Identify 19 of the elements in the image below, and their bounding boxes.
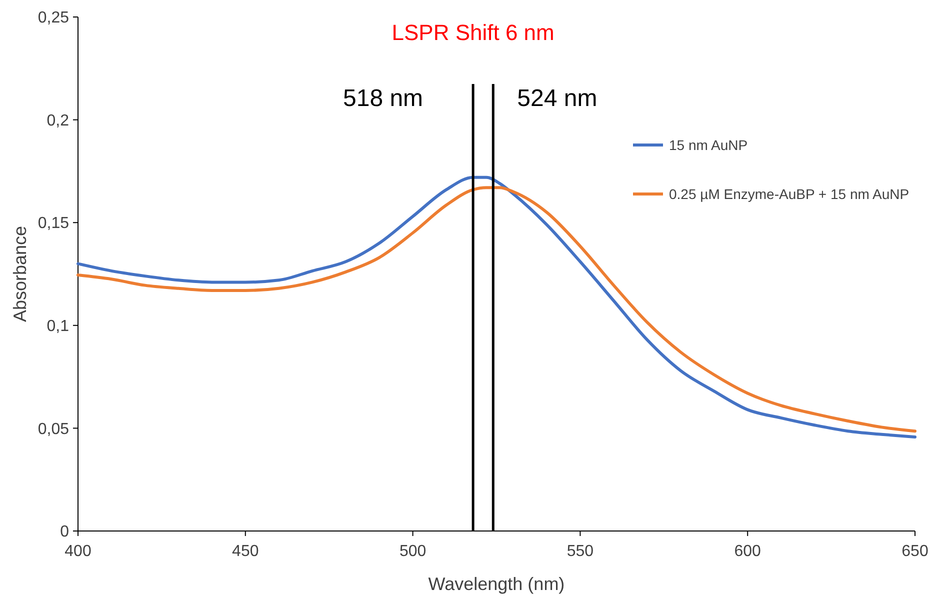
y-axis-title: Absorbance [10, 226, 30, 322]
x-tick-label: 500 [399, 543, 426, 560]
x-tick-label: 450 [232, 543, 259, 560]
x-tick-label: 600 [734, 543, 762, 560]
y-tick-label: 0 [60, 524, 70, 541]
ref-line-label: 518 nm [343, 85, 424, 112]
x-tick-label: 650 [902, 543, 928, 560]
chart-title: LSPR Shift 6 nm [392, 20, 554, 45]
legend-label: 0.25 µM Enzyme-AuBP + 15 nm AuNP [669, 186, 910, 202]
ref-line-label: 524 nm [517, 85, 598, 112]
x-axis-title: Wavelength (nm) [428, 574, 565, 594]
y-tick-label: 0,1 [46, 318, 70, 335]
y-tick-label: 0,15 [38, 215, 70, 232]
x-tick-label: 400 [64, 543, 92, 560]
y-tick-label: 0,05 [38, 420, 70, 438]
y-tick-label: 0,25 [38, 10, 70, 27]
legend-label: 15 nm AuNP [669, 136, 748, 153]
y-tick-label: 0,2 [46, 112, 70, 130]
x-tick-label: 550 [566, 543, 594, 560]
